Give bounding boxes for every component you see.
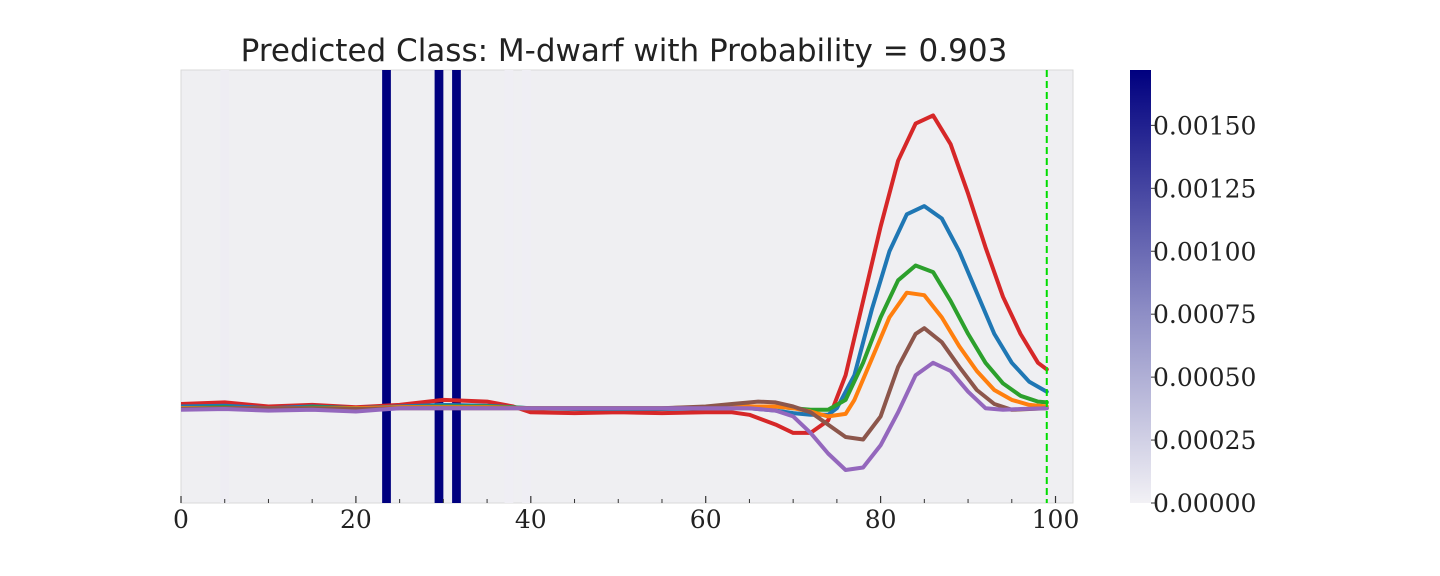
colorbar-tick-label: 0.00000 — [1153, 489, 1256, 518]
colorbar — [1130, 70, 1151, 503]
attribution-band — [382, 70, 391, 503]
attribution-band — [452, 70, 461, 503]
chart-title: Predicted Class: M-dwarf with Probabilit… — [241, 33, 1008, 69]
colorbar-tick-label: 0.00150 — [1153, 111, 1256, 140]
x-tick-label: 20 — [340, 505, 372, 534]
attribution-band — [434, 70, 444, 503]
colorbar-tick-label: 0.00100 — [1153, 237, 1256, 266]
x-axis: 0 20 40 60 80 100 — [173, 496, 1079, 534]
colorbar-tick-label: 0.00125 — [1153, 174, 1256, 203]
x-tick-label: 100 — [1032, 505, 1080, 534]
colorbar-tick-label: 0.00050 — [1153, 363, 1256, 392]
series-lines — [181, 113, 1049, 472]
attribution-band — [220, 70, 230, 503]
x-tick-label: 40 — [515, 505, 547, 534]
colorbar-tick-label: 0.00075 — [1153, 300, 1256, 329]
plot-area — [180, 69, 1074, 504]
colorbar-tick-label: 0.00025 — [1153, 426, 1256, 455]
x-tick-label: 0 — [173, 505, 189, 534]
series-line-1 — [181, 113, 1049, 435]
colorbar-axis: 0.00000 0.00025 0.00050 0.00075 0.00100 0.001… — [1151, 111, 1256, 518]
attribution-band — [504, 70, 514, 503]
x-tick-label: 80 — [865, 505, 897, 534]
x-tick-label: 60 — [690, 505, 722, 534]
attribution-bands — [220, 70, 531, 503]
attribution-band — [522, 70, 531, 503]
series-line-6 — [181, 360, 1049, 472]
